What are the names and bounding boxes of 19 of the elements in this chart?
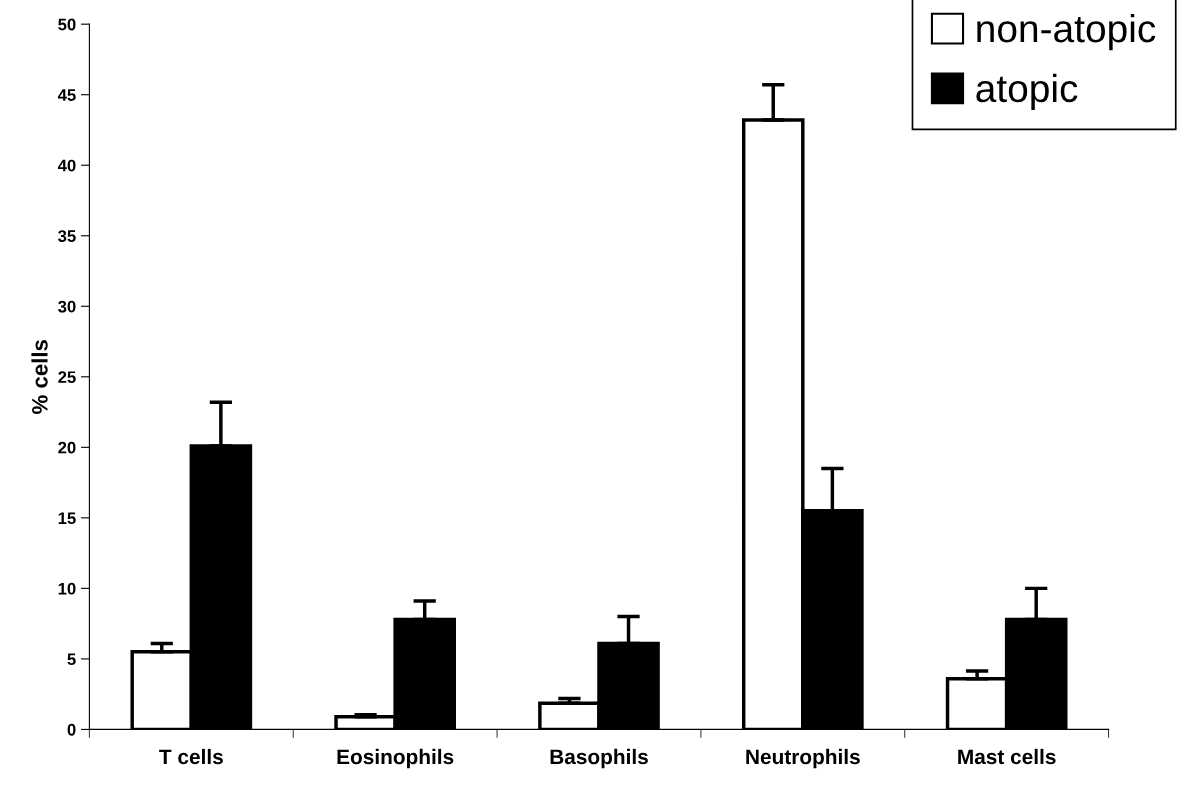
y-tick-label: 40 xyxy=(57,159,76,172)
x-tick-label: T cells xyxy=(159,748,223,765)
x-tick-label: Basophils xyxy=(550,748,648,769)
y-tick-label: 10 xyxy=(58,582,76,595)
y-tick-label: 0 xyxy=(67,723,76,736)
y-tick-label: 30 xyxy=(58,300,76,313)
x-tick-label: Mast cells xyxy=(958,748,1056,765)
legend-label: atopic xyxy=(976,73,1078,110)
y-tick-label: 35 xyxy=(58,230,76,242)
y-tick-label: 25 xyxy=(58,371,76,384)
y-tick-label: 50 xyxy=(58,18,76,31)
y-tick-label: 15 xyxy=(58,512,76,525)
y-tick-label: 20 xyxy=(58,441,76,454)
x-tick-label: Neutrophils xyxy=(746,748,860,769)
legend-label: non-atopic xyxy=(977,13,1156,51)
y-tick-label: 5 xyxy=(67,653,76,666)
y-axis-title: % cells xyxy=(31,340,48,414)
y-tick-label: 45 xyxy=(57,89,76,101)
x-tick-label: Eosinophils xyxy=(337,748,454,769)
